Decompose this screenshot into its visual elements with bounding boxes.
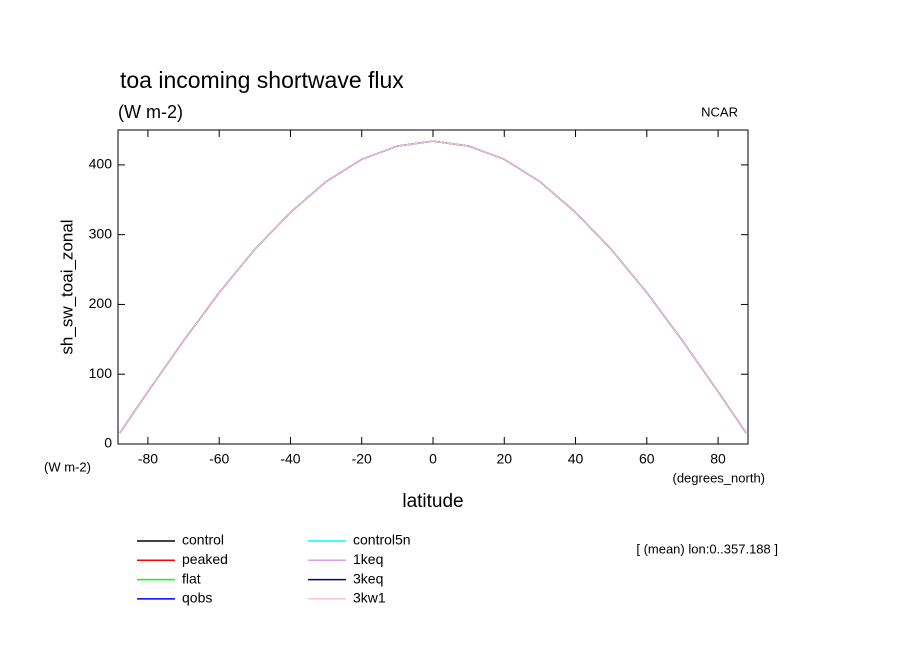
series-line (119, 140, 747, 434)
y-axis-units: (W m-2) (44, 459, 91, 474)
series-line (119, 140, 747, 434)
x-tick-label: 0 (429, 451, 437, 467)
legend-label: control (182, 532, 224, 548)
x-tick-label: 80 (710, 451, 726, 467)
source-label: NCAR (701, 104, 738, 119)
x-tick-label: 40 (568, 451, 584, 467)
legend-label: 1keq (353, 551, 383, 567)
x-axis-label: latitude (402, 491, 463, 512)
chart-title: toa incoming shortwave flux (120, 67, 404, 93)
x-tick-label: 60 (639, 451, 655, 467)
x-tick-label: -20 (352, 451, 372, 467)
legend-label: flat (182, 570, 201, 586)
plot-frame (117, 129, 749, 445)
legend-label: 3keq (353, 570, 383, 586)
y-tick-label: 200 (89, 295, 113, 311)
legend-label: qobs (182, 590, 212, 606)
y-tick-label: 400 (89, 156, 113, 172)
y-tick-label: 0 (104, 435, 112, 451)
series-line (119, 140, 747, 434)
series-line (119, 140, 747, 434)
x-axis-units: (degrees_north) (673, 470, 766, 485)
y-axis-label: sh_sw_toai_zonal (57, 219, 76, 354)
series-line (119, 140, 747, 434)
x-tick-label: -40 (280, 451, 300, 467)
series-line (119, 140, 747, 434)
legend-label: control5n (353, 532, 411, 548)
note: [ (mean) lon:0..357.188 ] (636, 541, 778, 556)
legend-label: peaked (182, 551, 228, 567)
y-tick-label: 300 (89, 225, 113, 241)
legend-label: 3kw1 (353, 590, 386, 606)
y-tick-label: 100 (89, 365, 113, 381)
x-tick-label: -80 (138, 451, 158, 467)
series-line (119, 140, 747, 434)
series-line (119, 140, 747, 434)
x-tick-label: 20 (496, 451, 512, 467)
x-tick-label: -60 (209, 451, 229, 467)
chart-subtitle: (W m-2) (118, 102, 183, 122)
